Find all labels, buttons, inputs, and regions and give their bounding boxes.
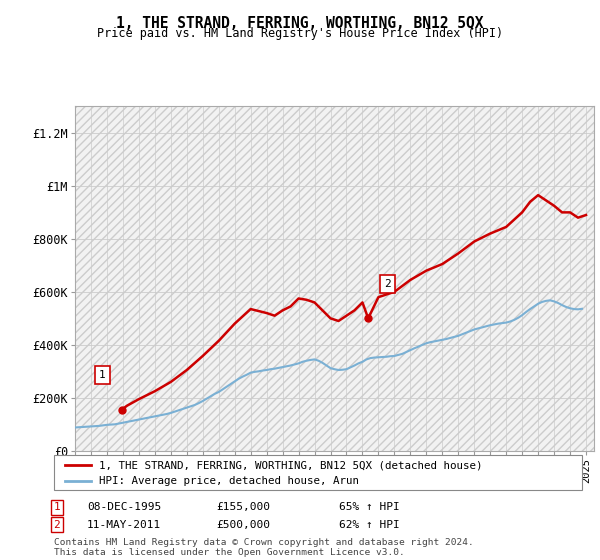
- Text: Contains HM Land Registry data © Crown copyright and database right 2024.
This d: Contains HM Land Registry data © Crown c…: [54, 538, 474, 557]
- Text: £155,000: £155,000: [216, 502, 270, 512]
- Text: Price paid vs. HM Land Registry's House Price Index (HPI): Price paid vs. HM Land Registry's House …: [97, 27, 503, 40]
- Text: 1, THE STRAND, FERRING, WORTHING, BN12 5QX (detached house): 1, THE STRAND, FERRING, WORTHING, BN12 5…: [99, 460, 482, 470]
- Text: 08-DEC-1995: 08-DEC-1995: [87, 502, 161, 512]
- FancyBboxPatch shape: [54, 455, 582, 490]
- Text: 2: 2: [384, 279, 391, 289]
- Text: 1, THE STRAND, FERRING, WORTHING, BN12 5QX: 1, THE STRAND, FERRING, WORTHING, BN12 5…: [116, 16, 484, 31]
- Text: 1: 1: [53, 502, 61, 512]
- Text: £500,000: £500,000: [216, 520, 270, 530]
- Text: 2: 2: [53, 520, 61, 530]
- Text: 65% ↑ HPI: 65% ↑ HPI: [339, 502, 400, 512]
- Text: HPI: Average price, detached house, Arun: HPI: Average price, detached house, Arun: [99, 477, 359, 486]
- Text: 1: 1: [99, 370, 106, 380]
- Text: 62% ↑ HPI: 62% ↑ HPI: [339, 520, 400, 530]
- Text: 11-MAY-2011: 11-MAY-2011: [87, 520, 161, 530]
